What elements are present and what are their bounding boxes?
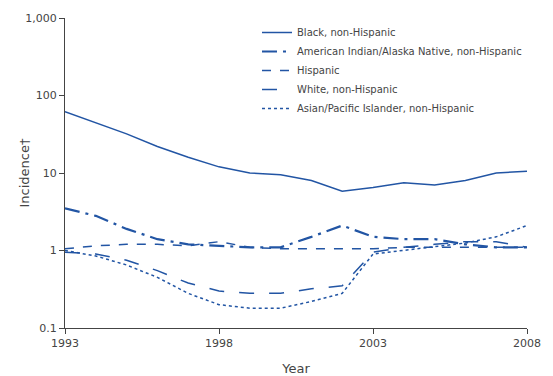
svg-text:Black, non-Hispanic: Black, non-Hispanic [297, 27, 395, 38]
svg-text:1998: 1998 [205, 337, 233, 350]
svg-text:1993: 1993 [51, 337, 79, 350]
svg-text:1: 1 [50, 244, 57, 257]
svg-text:Hispanic: Hispanic [297, 65, 340, 76]
svg-text:Year: Year [281, 361, 310, 376]
svg-text:American Indian/Alaska Native,: American Indian/Alaska Native, non-Hispa… [297, 46, 522, 57]
svg-text:Incidence†: Incidence† [17, 138, 32, 207]
svg-text:1,000: 1,000 [25, 12, 57, 25]
svg-text:2008: 2008 [513, 337, 541, 350]
svg-text:10: 10 [43, 167, 57, 180]
svg-text:0.1: 0.1 [39, 322, 57, 335]
svg-text:100: 100 [36, 89, 57, 102]
svg-text:Asian/Pacific Islander, non-Hi: Asian/Pacific Islander, non-Hispanic [297, 103, 474, 114]
svg-text:2003: 2003 [359, 337, 387, 350]
svg-text:White, non-Hispanic: White, non-Hispanic [297, 84, 397, 95]
